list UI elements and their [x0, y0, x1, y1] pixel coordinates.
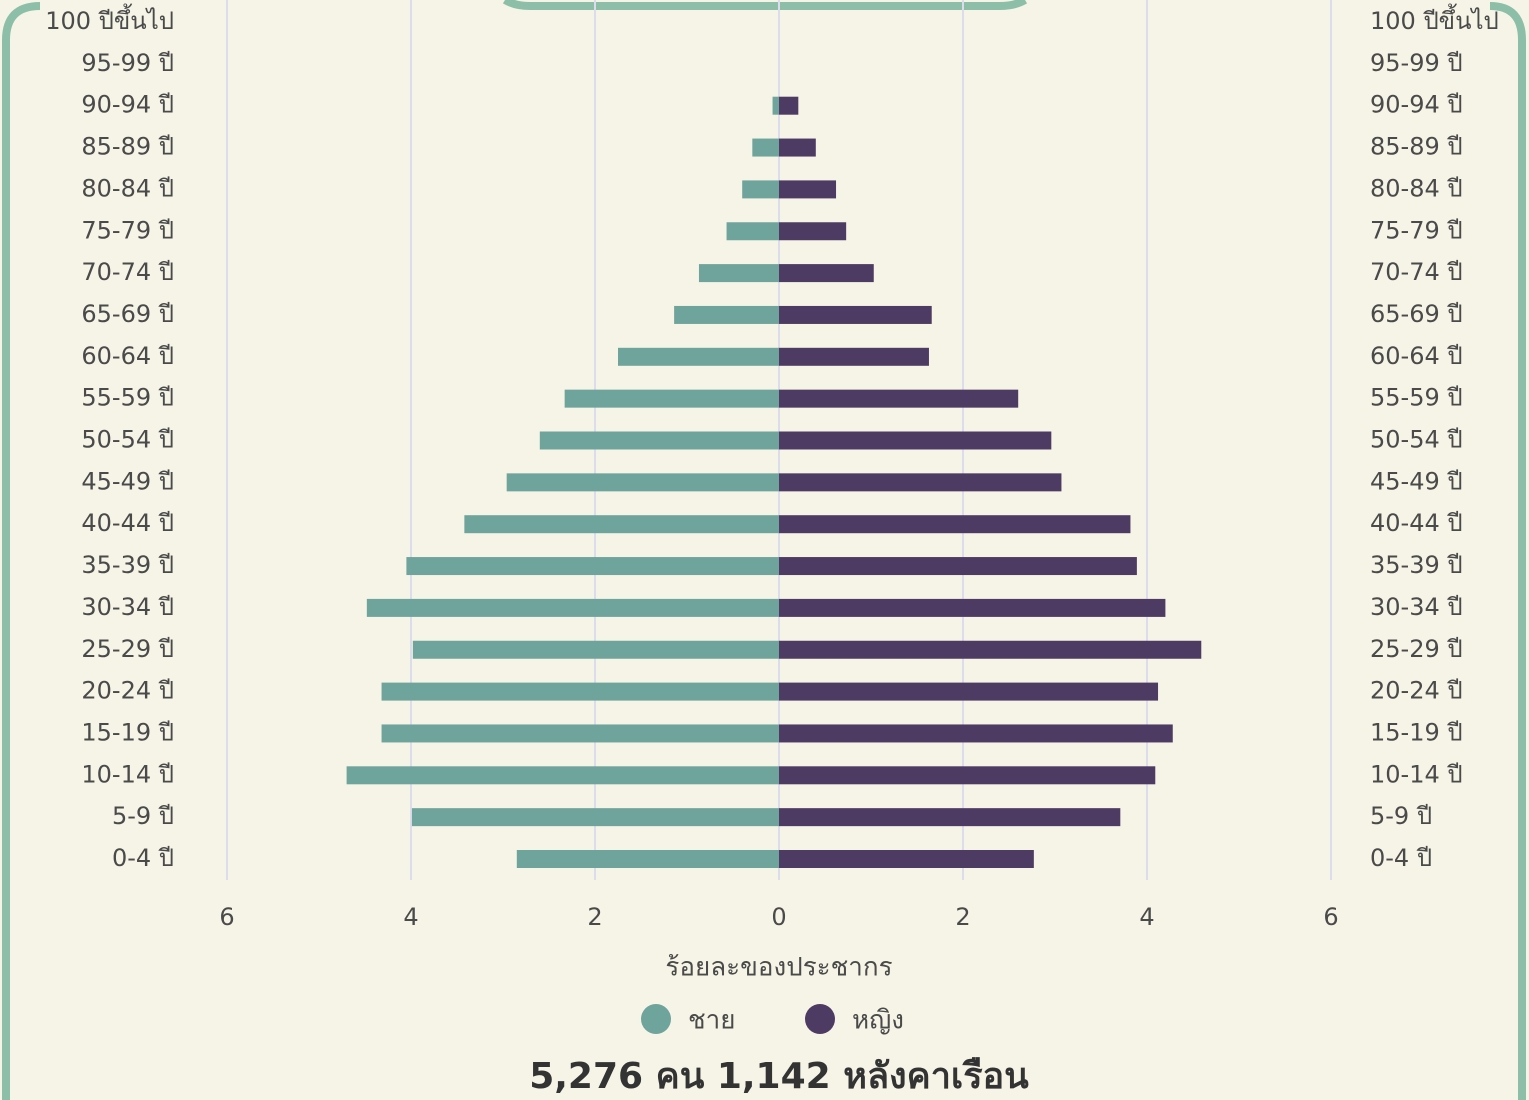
y-tick-label: 5-9 ปี [112, 802, 174, 830]
bar [779, 640, 1202, 659]
y-tick-label: 95-99 ปี [81, 49, 174, 77]
y-tick-label-right: 90-94 ปี [1370, 91, 1463, 119]
bar [742, 180, 779, 199]
y-tick-label: 25-29 ปี [81, 635, 174, 663]
bar [779, 138, 816, 157]
y-tick-label: 20-24 ปี [81, 677, 174, 705]
bar [412, 640, 779, 659]
bar [779, 431, 1052, 450]
y-tick-label: 10-14 ปี [81, 760, 174, 788]
bar [779, 808, 1121, 827]
legend-label: หญิง [852, 1006, 904, 1036]
y-tick-label: 100 ปีขึ้นไป [45, 3, 174, 35]
y-tick-label-right: 65-69 ปี [1370, 300, 1463, 328]
y-tick-label-right: 80-84 ปี [1370, 174, 1463, 202]
legend-label: ชาย [688, 1006, 735, 1036]
bar [346, 766, 779, 785]
y-tick-label-right: 25-29 ปี [1370, 635, 1463, 663]
x-tick-label: 4 [403, 903, 418, 931]
bar [381, 724, 779, 743]
frame-right [1489, 2, 1526, 1100]
x-tick-label: 6 [1323, 903, 1338, 931]
bar [674, 305, 779, 324]
y-tick-label-right: 40-44 ปี [1370, 509, 1463, 537]
y-tick-label: 0-4 ปี [112, 844, 174, 872]
bar [779, 724, 1173, 743]
y-tick-label: 75-79 ปี [81, 216, 174, 244]
y-tick-label-right: 15-19 ปี [1370, 718, 1463, 746]
y-tick-label-right: 55-59 ปี [1370, 384, 1463, 412]
y-tick-label-right: 95-99 ปี [1370, 49, 1463, 77]
x-axis-label: ร้อยละของประชากร [665, 953, 892, 983]
bars [346, 96, 1202, 868]
x-tick-label: 4 [1139, 903, 1154, 931]
y-tick-label-right: 35-39 ปี [1370, 551, 1463, 579]
bar [406, 557, 779, 576]
x-tick-label: 0 [771, 903, 786, 931]
y-tick-label: 80-84 ปี [81, 174, 174, 202]
y-tick-label: 90-94 ปี [81, 91, 174, 119]
y-tick-label: 50-54 ปี [81, 426, 174, 454]
x-tick-label: 2 [955, 903, 970, 931]
y-tick-label-right: 0-4 ปี [1370, 844, 1432, 872]
y-tick-label-right: 70-74 ปี [1370, 258, 1463, 286]
title-box [502, 0, 1028, 10]
bar [779, 180, 837, 199]
bar [752, 138, 779, 157]
bar [779, 347, 929, 366]
bar [779, 766, 1156, 785]
bar [564, 389, 779, 408]
y-tick-label: 30-34 ปี [81, 593, 174, 621]
bar [772, 96, 779, 115]
bar [381, 682, 779, 701]
bar [779, 473, 1062, 492]
y-tick-label: 70-74 ปี [81, 258, 174, 286]
bar [779, 305, 932, 324]
bar [779, 389, 1019, 408]
y-tick-label: 40-44 ปี [81, 509, 174, 537]
y-tick-label-right: 100 ปีขึ้นไป [1370, 3, 1499, 35]
y-tick-label: 85-89 ปี [81, 133, 174, 161]
y-tick-label-right: 20-24 ปี [1370, 677, 1463, 705]
y-tick-label-right: 85-89 ปี [1370, 133, 1463, 161]
y-tick-label: 55-59 ปี [81, 384, 174, 412]
y-tick-label: 15-19 ปี [81, 718, 174, 746]
bar [779, 515, 1131, 534]
x-tick-label: 2 [587, 903, 602, 931]
x-tick-label: 6 [219, 903, 234, 931]
bar [618, 347, 779, 366]
bar [464, 515, 779, 534]
bar [779, 598, 1166, 617]
y-tick-label: 60-64 ปี [81, 342, 174, 370]
y-tick-label: 45-49 ปี [81, 467, 174, 495]
bar [779, 96, 799, 115]
bar [779, 557, 1137, 576]
legend-swatch [805, 1004, 835, 1034]
footer: 5,276 คน 1,142 หลังคาเรือน [529, 1056, 1029, 1097]
y-tick-label-right: 75-79 ปี [1370, 216, 1463, 244]
bar [726, 222, 779, 241]
bar [779, 264, 874, 283]
y-tick-label-right: 45-49 ปี [1370, 467, 1463, 495]
bar [506, 473, 779, 492]
legend-swatch [641, 1004, 671, 1034]
y-tick-label-right: 10-14 ปี [1370, 760, 1463, 788]
y-tick-label-right: 30-34 ปี [1370, 593, 1463, 621]
bar [779, 682, 1159, 701]
bar [539, 431, 779, 450]
bar [366, 598, 779, 617]
bar [779, 222, 847, 241]
y-tick-label-right: 60-64 ปี [1370, 342, 1463, 370]
y-tick-label: 35-39 ปี [81, 551, 174, 579]
y-tick-label: 65-69 ปี [81, 300, 174, 328]
y-tick-label-right: 5-9 ปี [1370, 802, 1432, 830]
bar [516, 850, 779, 868]
bar [698, 264, 779, 283]
y-tick-label-right: 50-54 ปี [1370, 426, 1463, 454]
frame-left [2, 2, 41, 1100]
bar [779, 850, 1034, 868]
bar [411, 808, 779, 827]
